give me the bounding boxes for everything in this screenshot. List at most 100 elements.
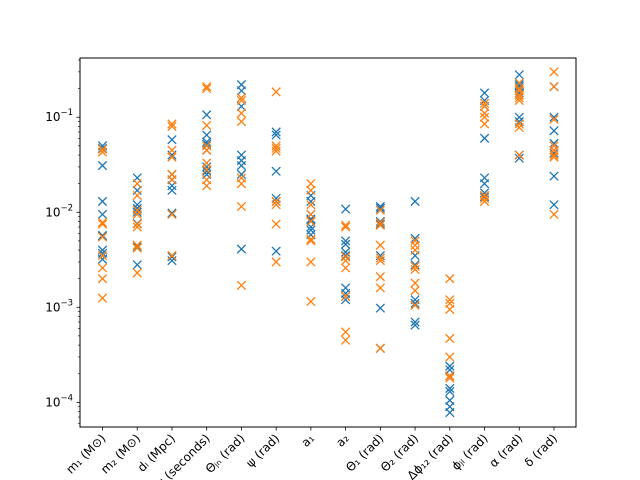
data-point-x-marker <box>167 121 177 132</box>
data-point-x-marker <box>271 146 281 156</box>
data-point-x-marker <box>340 239 351 249</box>
data-point-x-marker <box>375 272 386 282</box>
data-point-x-marker <box>549 114 559 125</box>
data-point-x-marker <box>97 293 108 303</box>
data-point-x-marker <box>479 98 490 109</box>
data-point-x-marker <box>97 209 108 220</box>
data-point-x-marker <box>97 274 108 284</box>
data-point-x-marker <box>306 185 316 196</box>
data-point-x-marker <box>514 83 524 94</box>
y-tick-label: 10−2 <box>45 203 73 219</box>
y-tick-label: 10−4 <box>45 393 73 409</box>
data-point-x-marker <box>514 70 524 80</box>
data-point-x-marker <box>271 87 281 97</box>
data-point-x-marker <box>410 260 420 270</box>
data-point-x-marker <box>97 217 108 228</box>
x-category-label: ψ (rad) <box>243 431 282 470</box>
data-point-x-marker <box>236 86 247 96</box>
data-point-x-marker <box>306 216 316 227</box>
data-point-x-marker <box>549 138 559 149</box>
data-point-x-marker <box>340 327 351 337</box>
data-point-x-marker <box>271 130 281 140</box>
y-tick-label: 10−1 <box>45 108 73 124</box>
data-point-x-marker <box>167 152 177 162</box>
data-point-x-marker <box>306 296 316 307</box>
data-point-x-marker <box>549 150 559 160</box>
data-point-x-marker <box>167 145 177 155</box>
data-point-x-marker <box>340 220 351 230</box>
data-point-x-marker <box>340 291 351 302</box>
data-point-x-marker <box>132 242 142 252</box>
data-point-x-marker <box>202 120 212 131</box>
data-point-x-marker <box>306 209 316 220</box>
data-point-x-marker <box>445 352 455 362</box>
x-category-label: δ (rad) <box>522 431 560 469</box>
data-point-x-marker <box>410 236 420 246</box>
data-point-x-marker <box>375 205 386 215</box>
data-point-x-marker <box>132 268 142 278</box>
data-point-x-marker <box>445 333 455 344</box>
data-point-x-marker <box>202 137 212 147</box>
data-point-x-marker <box>445 373 455 383</box>
data-point-x-marker <box>132 209 142 220</box>
data-point-x-marker <box>132 190 142 201</box>
data-point-x-marker <box>375 217 386 228</box>
data-markers <box>97 67 559 418</box>
data-point-x-marker <box>410 285 420 296</box>
data-point-x-marker <box>132 178 142 189</box>
data-point-x-marker <box>445 304 455 315</box>
data-point-x-marker <box>410 317 420 327</box>
data-point-x-marker <box>236 280 247 291</box>
data-point-x-marker <box>97 147 108 157</box>
data-point-x-marker <box>236 108 247 118</box>
data-point-x-marker <box>479 112 490 122</box>
data-point-x-marker <box>236 169 247 180</box>
data-point-x-marker <box>410 240 420 250</box>
data-point-x-marker <box>375 240 386 250</box>
data-point-x-marker <box>549 171 559 181</box>
data-point-x-marker <box>375 253 386 263</box>
data-point-x-marker <box>479 88 490 98</box>
data-point-x-marker <box>236 116 247 127</box>
data-point-x-marker <box>479 193 490 204</box>
x-category-label: α (rad) <box>486 431 525 470</box>
data-point-x-marker <box>340 247 351 257</box>
data-point-x-marker <box>97 254 108 264</box>
data-point-x-marker <box>202 162 212 172</box>
data-point-x-marker <box>132 260 142 270</box>
data-point-x-marker <box>549 209 559 220</box>
data-point-x-marker <box>514 153 524 163</box>
data-point-x-marker <box>375 255 386 266</box>
data-point-x-marker <box>445 386 455 397</box>
data-point-x-marker <box>514 122 524 133</box>
data-point-x-marker <box>375 203 386 213</box>
data-point-x-marker <box>479 196 490 207</box>
data-point-x-marker <box>410 300 420 310</box>
data-point-x-marker <box>202 181 212 191</box>
data-point-x-marker <box>410 245 420 255</box>
data-point-x-marker <box>479 133 490 143</box>
data-point-x-marker <box>306 236 316 246</box>
data-point-x-marker <box>271 200 281 210</box>
data-point-x-marker <box>375 343 386 353</box>
plot-frame <box>79 57 577 428</box>
data-point-x-marker <box>375 201 386 212</box>
data-point-x-marker <box>445 295 455 305</box>
data-point-x-marker <box>132 243 142 253</box>
y-tick-label: 10−3 <box>45 298 73 314</box>
data-point-x-marker <box>549 141 559 151</box>
data-point-x-marker <box>236 178 247 189</box>
data-point-x-marker <box>236 160 247 171</box>
data-point-x-marker <box>271 166 281 176</box>
data-point-x-marker <box>514 119 524 129</box>
data-point-x-marker <box>410 264 420 275</box>
data-point-x-marker <box>445 407 455 418</box>
data-point-x-marker <box>375 220 386 230</box>
axes: 10−410−310−210−1m₁ (M⊙)m₂ (M⊙)dₗ (Mpc)t_… <box>45 57 577 480</box>
data-point-x-marker <box>306 257 316 267</box>
data-point-x-marker <box>132 240 142 250</box>
data-point-x-marker <box>306 200 316 210</box>
data-point-x-marker <box>167 250 177 261</box>
data-point-x-marker <box>202 81 212 92</box>
